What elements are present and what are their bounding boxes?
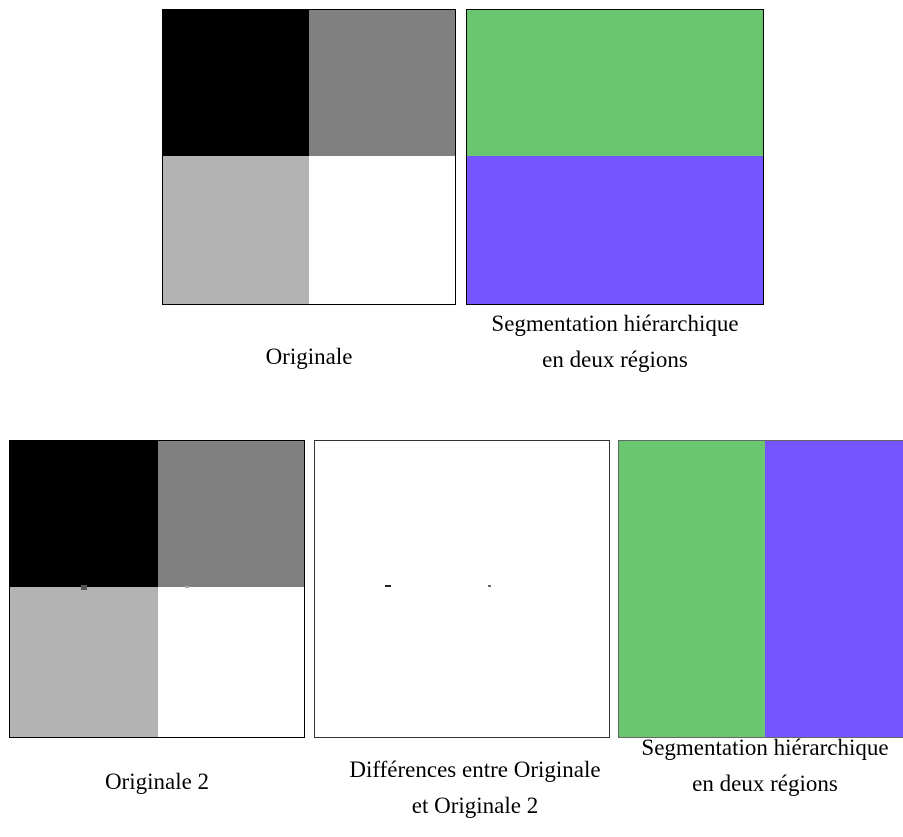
segmentation-2-caption: Segmentation hiérarchique en deux région… [641, 735, 889, 796]
segmentation-2-region-right [765, 441, 903, 737]
originale-2-quadrant-bottom-right [158, 587, 304, 737]
segmentation-1-region-bottom [467, 156, 763, 304]
originale-quadrant-top-right [309, 10, 455, 156]
originale-2-image [9, 440, 305, 738]
difference-mark [385, 585, 391, 587]
segmentation-2-image [618, 440, 903, 738]
originale-2-artifact-mark [81, 585, 87, 590]
segmentation-1-image [466, 9, 764, 305]
originale-quadrant-bottom-left [163, 156, 309, 304]
differences-caption: Différences entre Originale et Originale… [349, 757, 601, 818]
originale-2-caption: Originale 2 [104, 769, 210, 794]
originale-2-quadrant-top-right [158, 441, 304, 587]
originale-quadrant-top-left [163, 10, 309, 156]
difference-mark-small [488, 585, 491, 587]
originale-quadrant-bottom-right [309, 156, 455, 304]
originale-2-artifact-mark-small [185, 586, 189, 588]
originale-caption: Originale [265, 344, 353, 369]
originale-2-quadrant-top-left [10, 441, 158, 587]
segmentation-1-caption: Segmentation hiérarchique en deux région… [491, 311, 739, 372]
segmentation-1-region-top [467, 10, 763, 156]
originale-image [162, 9, 456, 305]
originale-2-quadrant-bottom-left [10, 587, 158, 737]
differences-image [314, 440, 610, 738]
segmentation-2-region-left [619, 441, 765, 737]
